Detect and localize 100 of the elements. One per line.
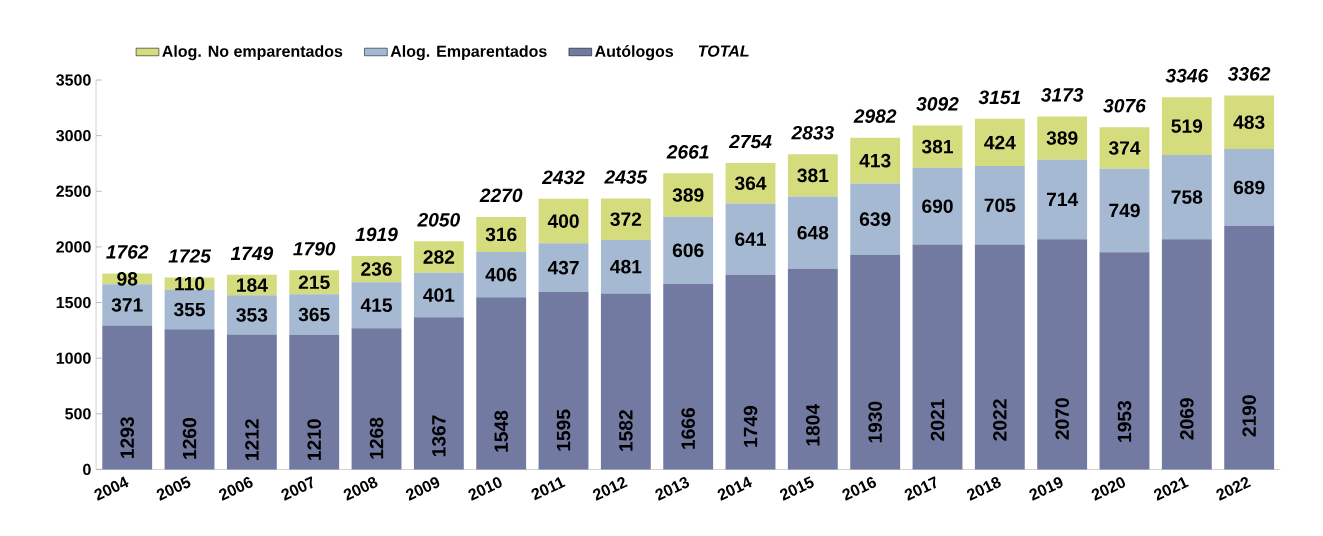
- total-label: 3076: [1103, 98, 1146, 113]
- bar: [413, 317, 464, 470]
- x-tick-label: 2014: [717, 476, 752, 501]
- bar: [289, 334, 340, 470]
- data-label: 413: [859, 153, 891, 168]
- data-label: 1595: [556, 409, 571, 451]
- bar: [974, 244, 1025, 470]
- data-label: 98: [117, 271, 138, 286]
- bar: [164, 329, 215, 470]
- bar: [912, 167, 963, 245]
- bar: [102, 325, 153, 470]
- bar: [1099, 252, 1150, 470]
- data-label: 353: [236, 308, 268, 322]
- total-label: 3173: [1040, 88, 1084, 102]
- x-tick-label: 2010: [468, 477, 502, 501]
- data-label: 1666: [681, 407, 695, 449]
- total-label: 2982: [853, 109, 897, 123]
- data-label: 316: [485, 227, 517, 242]
- data-label: 2070: [1055, 398, 1069, 440]
- bar: [974, 118, 1025, 166]
- bar: [850, 254, 901, 470]
- data-label: 400: [547, 214, 579, 228]
- x-tick-label: 2018: [966, 476, 1001, 501]
- data-label: 1749: [743, 405, 758, 447]
- bar: [1037, 159, 1088, 240]
- data-label: 372: [610, 212, 642, 226]
- total-label: 1762: [106, 245, 149, 259]
- data-label: 1268: [369, 417, 384, 459]
- bar: [1037, 116, 1088, 160]
- data-label: 2190: [1242, 395, 1256, 437]
- total-label: 1749: [230, 246, 274, 261]
- total-label: 1919: [355, 227, 398, 242]
- bar: [850, 183, 901, 255]
- y-tick-label: 3000: [56, 129, 91, 142]
- bar: [1161, 97, 1212, 155]
- bar: [912, 125, 963, 168]
- data-label: 371: [111, 298, 143, 312]
- bar: [289, 294, 340, 335]
- x-tick-label: 2008: [343, 476, 378, 501]
- y-tick-label: 500: [65, 408, 91, 420]
- bar: [787, 268, 838, 470]
- x-tick-label: 2013: [655, 477, 690, 501]
- x-tick-label: 2015: [779, 476, 814, 501]
- data-label: 606: [672, 243, 704, 258]
- bar: [974, 165, 1025, 245]
- data-label: 714: [1046, 192, 1079, 206]
- bar: [600, 239, 651, 294]
- data-label: 483: [1233, 115, 1265, 129]
- data-label: 389: [672, 188, 704, 202]
- y-tick-label: 2000: [56, 241, 91, 253]
- bar: [600, 198, 651, 240]
- x-tick-label: 2020: [1091, 477, 1125, 501]
- x-tick-label: 2017: [904, 476, 937, 501]
- data-label: 401: [423, 288, 455, 302]
- bar: [787, 196, 838, 269]
- bar: [538, 243, 589, 292]
- data-label: 355: [173, 302, 206, 317]
- bar: [1224, 95, 1275, 150]
- data-label: 1210: [307, 419, 321, 460]
- x-tick-label: 2019: [1029, 477, 1063, 501]
- data-label: 1953: [1117, 400, 1132, 442]
- bar: [1224, 225, 1275, 470]
- bar: [1161, 239, 1212, 470]
- data-label: 690: [922, 199, 953, 213]
- data-label: 110: [175, 276, 205, 291]
- y-tick-label: 0: [83, 463, 91, 476]
- legend-label: Autólogos: [595, 45, 674, 61]
- data-label: 1930: [868, 401, 882, 443]
- bar: [226, 295, 277, 335]
- data-label: 519: [1171, 119, 1203, 133]
- data-label: 424: [984, 135, 1016, 150]
- data-label: 1582: [619, 410, 633, 451]
- data-label: 749: [1109, 203, 1140, 218]
- bar: [1099, 168, 1150, 253]
- x-tick-label: 2016: [842, 477, 877, 501]
- data-label: 389: [1046, 131, 1078, 145]
- data-label: 381: [797, 168, 829, 183]
- bar: [413, 272, 464, 318]
- data-label: 365: [298, 307, 330, 322]
- bar: [538, 291, 589, 470]
- data-label: 1548: [494, 410, 508, 452]
- total-label: 1725: [168, 249, 212, 263]
- bar: [476, 251, 527, 298]
- data-label: 184: [237, 278, 268, 292]
- bar: [1161, 154, 1212, 240]
- data-label: 648: [797, 225, 829, 240]
- bar: [663, 216, 714, 285]
- text: TOTAL: [698, 45, 749, 57]
- bar: [1224, 149, 1275, 226]
- bar: [725, 274, 776, 470]
- data-label: 364: [734, 176, 767, 191]
- x-tick-label: 2005: [156, 476, 191, 501]
- bar: [912, 244, 963, 470]
- y-tick-label: 1500: [56, 296, 91, 309]
- total-label: 3092: [916, 97, 959, 111]
- legend-label: Alog. Emparentados: [390, 45, 547, 61]
- bar: [663, 173, 714, 217]
- total-label: 3362: [1227, 66, 1271, 81]
- data-label: 236: [361, 262, 392, 276]
- total-label: 2270: [479, 188, 523, 203]
